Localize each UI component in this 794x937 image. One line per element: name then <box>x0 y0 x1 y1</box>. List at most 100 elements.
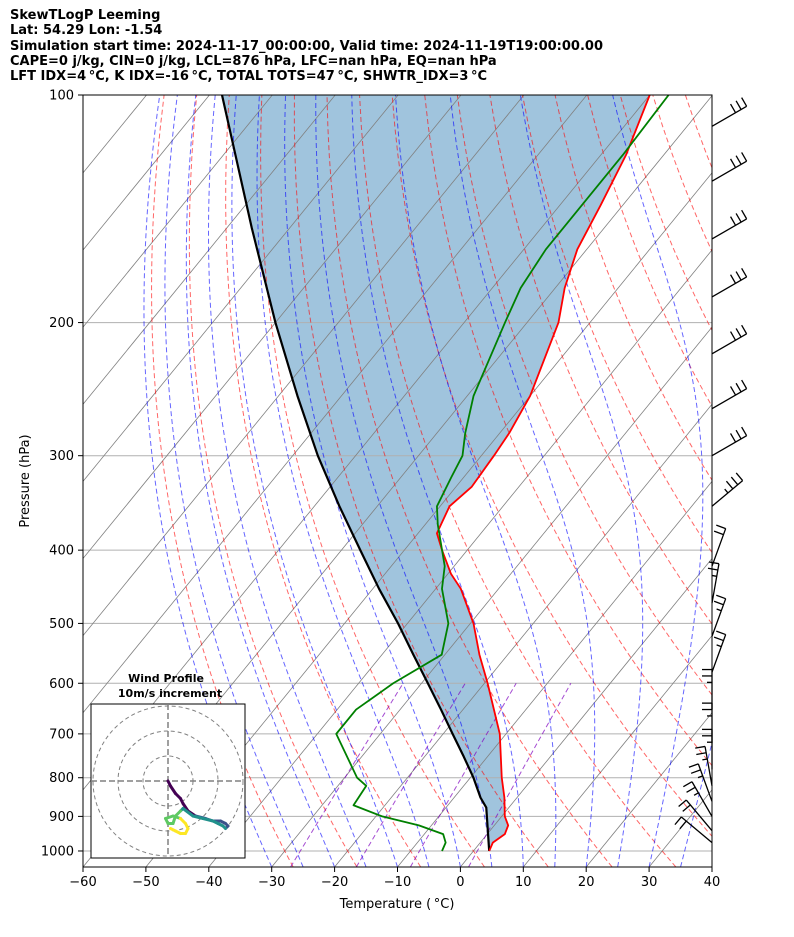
barb-flag <box>729 331 737 341</box>
barb-half-flag <box>697 775 703 779</box>
y-tick-label: 400 <box>49 544 74 559</box>
isotherm-line <box>83 95 462 560</box>
moist-adiabat-line <box>612 95 704 867</box>
barb-shaft <box>697 763 713 802</box>
wind-barb <box>695 745 713 786</box>
wind-barb <box>711 630 727 673</box>
barb-flag <box>729 433 737 443</box>
index-line: LFT IDX=4 °C, K IDX=-16 °C, TOTAL TOTS=4… <box>10 69 488 85</box>
wind-barb <box>711 97 748 127</box>
location-line: Lat: 54.29 Lon: -1.54 <box>10 23 163 39</box>
barb-flag <box>688 763 699 768</box>
y-axis-label: Pressure (hPa) <box>18 434 33 527</box>
isotherm-line <box>271 326 712 867</box>
barb-flag <box>729 386 737 396</box>
barb-flag <box>695 745 706 749</box>
barb-half-flag <box>702 758 708 761</box>
x-tick-label: 40 <box>704 875 721 890</box>
x-tick-label: 20 <box>578 875 595 890</box>
isotherm-line <box>334 403 712 867</box>
moist-adiabat-line <box>164 95 304 867</box>
wind-barb <box>711 472 744 507</box>
barb-flag <box>690 769 701 774</box>
dry-adiabat-line <box>489 95 712 625</box>
dry-adiabat-line <box>260 95 485 867</box>
cape-cin-fill <box>222 95 650 851</box>
x-axis-label: Temperature ( °C) <box>339 897 455 912</box>
barb-flag <box>741 379 748 390</box>
background-lines <box>83 95 794 867</box>
isotherm-line <box>648 789 712 867</box>
barb-flag <box>729 103 737 114</box>
barb-flag <box>707 567 718 571</box>
barb-shaft <box>711 388 747 410</box>
hodograph-segment <box>201 817 215 823</box>
isotherm-line <box>83 95 525 637</box>
barb-flag <box>741 267 748 278</box>
y-tick-label: 200 <box>49 316 74 331</box>
dry-adiabat-line <box>652 95 712 253</box>
barb-flag <box>713 600 724 606</box>
barb-flag <box>741 426 748 437</box>
dry-adiabat-line <box>783 95 794 867</box>
barb-flag <box>735 472 744 482</box>
isotherm-line <box>460 557 712 867</box>
barb-half-flag <box>693 792 699 796</box>
dry-adiabat-line <box>619 95 712 332</box>
isotherm-line <box>83 95 273 328</box>
barb-flag <box>716 594 726 600</box>
x-tick-label: −50 <box>132 875 159 890</box>
x-tick-label: −20 <box>321 875 348 890</box>
isotherm-line <box>83 95 588 714</box>
moist-adiabat-line <box>519 95 644 867</box>
y-tick-label: 500 <box>49 617 74 632</box>
x-tick-label: 10 <box>515 875 532 890</box>
barb-flag <box>716 630 726 636</box>
parcel-profile-line <box>220 95 491 852</box>
hodograph-segment <box>169 784 177 795</box>
wind-barb <box>688 763 713 802</box>
dry-adiabat-line <box>684 95 712 170</box>
hodograph-inset: Wind Profile 10m/s increment <box>90 672 246 859</box>
wind-barb <box>711 426 748 457</box>
barb-shaft <box>711 480 744 507</box>
dry-adiabat-line <box>151 95 294 867</box>
profile-lines <box>220 95 670 852</box>
wind-barb <box>674 816 713 844</box>
moist-adiabat-line <box>711 865 712 867</box>
barb-flag <box>716 524 726 530</box>
barb-flag <box>741 152 748 162</box>
dry-adiabat-line <box>391 95 712 838</box>
cape-line: CAPE=0 j/kg, CIN=0 j/kg, LCL=876 hPa, LF… <box>10 53 497 69</box>
mixing-ratio-line <box>290 683 404 867</box>
x-tick-label: −40 <box>195 875 222 890</box>
barb-flag <box>686 786 696 793</box>
wind-barb <box>711 324 748 355</box>
time-line: Simulation start time: 2024-11-17_00:00:… <box>10 38 603 54</box>
moist-adiabat-line <box>185 95 336 867</box>
chart-header: SkewTLogP Leeming Lat: 54.29 Lon: -1.54 … <box>10 8 790 84</box>
wind-barb <box>707 561 720 604</box>
axes: −60 −50 −40 −30 −20 −10 0 10 20 30 40 100 200 300 400 5… <box>41 89 720 891</box>
y-tick-label: 600 <box>49 677 74 692</box>
barb-flag <box>735 213 742 223</box>
barb-flag <box>741 97 748 107</box>
barb-half-flag <box>716 608 722 612</box>
barb-half-flag <box>711 574 717 577</box>
barb-flag <box>682 804 691 812</box>
x-tick-label: −10 <box>384 875 411 890</box>
hodograph-segment <box>191 814 205 820</box>
barb-shaft <box>704 746 713 786</box>
isotherm-line <box>83 95 210 251</box>
inset-title: Wind Profile <box>128 672 204 685</box>
barb-shaft <box>685 799 713 832</box>
dry-adiabat-line <box>751 95 794 867</box>
barb-flag <box>735 155 742 165</box>
barb-flag <box>735 429 742 440</box>
isotherm-line <box>397 480 712 867</box>
dry-adiabat-line <box>225 95 422 867</box>
moist-adiabat-line <box>231 95 398 867</box>
cape-fill-area <box>222 95 650 851</box>
wind-barb <box>711 209 748 240</box>
